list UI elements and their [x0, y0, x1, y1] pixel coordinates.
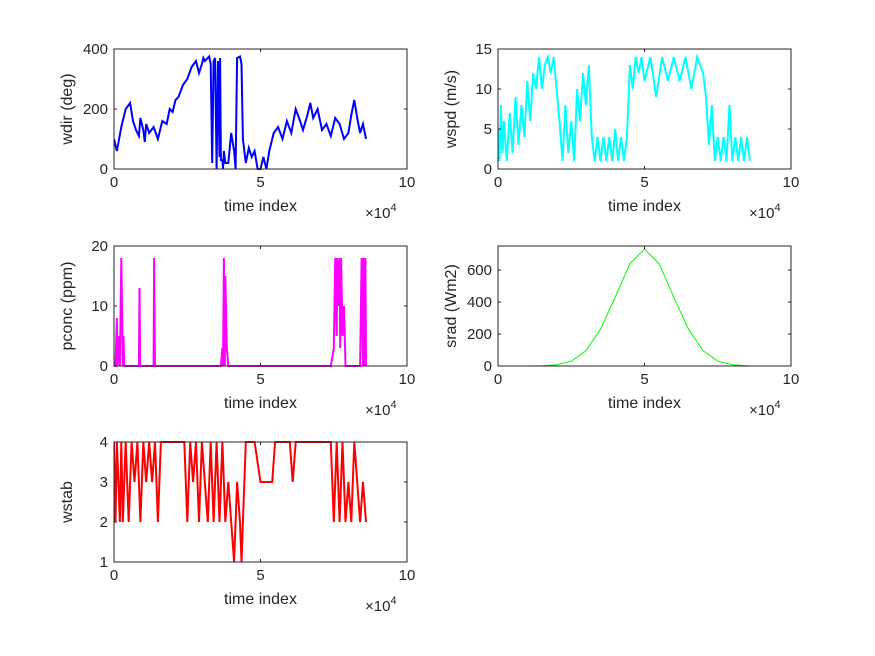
y-tick-label: 15	[475, 41, 492, 58]
y-tick-label: 2	[100, 514, 108, 531]
y-tick-label: 200	[83, 101, 108, 118]
y-axis-label: wdir (deg)	[59, 73, 76, 145]
x-axis-label: time index	[224, 198, 297, 215]
plot-area	[498, 246, 791, 366]
x-tick-label: 0	[110, 371, 118, 388]
chart-wdir: 0 5 10 0 200 400 time index wdir (deg) ×104	[59, 41, 415, 222]
y-tick-label: 0	[484, 161, 492, 178]
y-axis-label: pconc (ppm)	[59, 262, 76, 351]
x-tick-label: 10	[783, 371, 800, 388]
x-tick-label: 5	[256, 174, 264, 191]
x-tick-label: 0	[494, 174, 502, 191]
y-tick-label: 4	[100, 434, 108, 451]
x-axis-label: time index	[608, 395, 681, 412]
x-tick-label: 5	[640, 174, 648, 191]
y-tick-label: 5	[484, 121, 492, 138]
multiplier-exponent: 4	[390, 399, 396, 411]
y-tick-label: 0	[484, 358, 492, 375]
y-tick-label: 200	[467, 326, 492, 343]
x-tick-label: 0	[494, 371, 502, 388]
y-tick-label: 0	[100, 161, 108, 178]
plot-area	[114, 49, 407, 169]
multiplier-base: ×10	[365, 402, 390, 419]
x-tick-label: 10	[399, 567, 416, 584]
x-tick-label: 0	[110, 174, 118, 191]
y-tick-label: 10	[91, 298, 108, 315]
x-tick-label: 5	[256, 567, 264, 584]
multiplier-base: ×10	[365, 205, 390, 222]
x-tick-label: 10	[399, 174, 416, 191]
x-axis-label: time index	[224, 395, 297, 412]
x-tick-label: 5	[256, 371, 264, 388]
y-tick-label: 10	[475, 81, 492, 98]
chart-pconc: 0 5 10 0 10 20 time index pconc (ppm) ×104	[59, 238, 415, 419]
y-tick-label: 1	[100, 554, 108, 571]
y-axis-label: wspd (m/s)	[443, 70, 460, 149]
multiplier-exponent: 4	[390, 595, 396, 607]
x-tick-label: 10	[783, 174, 800, 191]
multiplier-exponent: 4	[774, 399, 780, 411]
x-tick-label: 0	[110, 567, 118, 584]
y-tick-label: 400	[83, 41, 108, 58]
y-tick-label: 600	[467, 262, 492, 279]
x-axis-label: time index	[224, 591, 297, 608]
x-axis-multiplier: ×104	[365, 202, 397, 222]
y-tick-label: 3	[100, 474, 108, 491]
multiplier-base: ×10	[365, 598, 390, 615]
wdir-series-line	[114, 54, 367, 170]
x-tick-label: 5	[640, 371, 648, 388]
chart-srad: 0 5 10 0 200 400 600 time index srad (Wm2) ×104	[443, 245, 800, 419]
wspd-series-line	[498, 53, 751, 162]
x-axis-multiplier: ×104	[365, 595, 397, 615]
x-axis-multiplier: ×104	[365, 399, 397, 419]
multiplier-exponent: 4	[774, 202, 780, 214]
plot-area	[498, 49, 791, 169]
x-axis-label: time index	[608, 198, 681, 215]
multiplier-base: ×10	[749, 402, 774, 419]
x-tick-label: 10	[399, 371, 416, 388]
multiplier-base: ×10	[749, 205, 774, 222]
x-axis-multiplier: ×104	[749, 202, 781, 222]
multiplier-exponent: 4	[390, 202, 396, 214]
y-tick-label: 400	[467, 294, 492, 311]
x-axis-multiplier: ×104	[749, 399, 781, 419]
y-axis-label: wstab	[59, 481, 76, 524]
y-tick-label: 0	[100, 358, 108, 375]
chart-wspd: 0 5 10 0 5 10 15 time index wspd (m/s) ×104	[443, 41, 799, 222]
plot-area	[114, 246, 407, 366]
y-tick-label: 20	[91, 238, 108, 255]
y-axis-label: srad (Wm2)	[443, 264, 460, 348]
